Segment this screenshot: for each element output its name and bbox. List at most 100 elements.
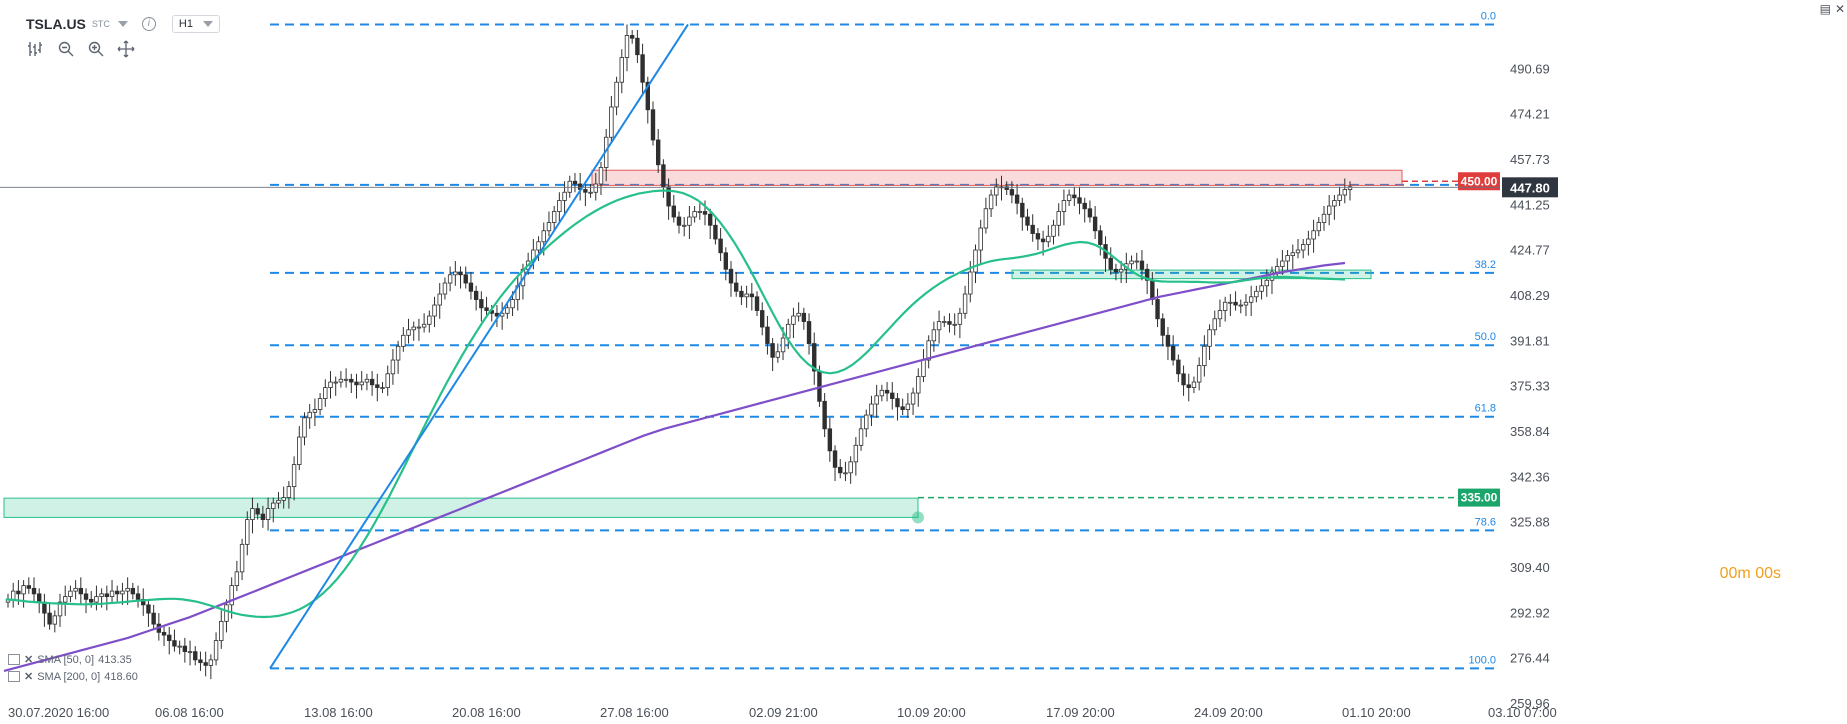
candle-body <box>99 593 104 598</box>
candle-body <box>1181 373 1186 386</box>
legend-label: SMA [200, 0] <box>37 670 101 683</box>
chart-header: TSLA.US STC i H1 <box>26 14 220 34</box>
candle-body <box>1290 252 1295 256</box>
time-tick: 13.08 16:00 <box>304 705 373 720</box>
close-icon[interactable]: ✕ <box>1834 2 1845 16</box>
price-mark-label: 450.00 <box>1461 174 1498 188</box>
candle-body <box>890 392 895 399</box>
candle-body <box>505 307 510 314</box>
legend-settings-icon[interactable] <box>8 654 20 665</box>
price-tick: 375.33 <box>1510 379 1550 394</box>
candle-body <box>239 543 245 573</box>
candle-body <box>369 378 375 386</box>
price-tick: 342.36 <box>1510 469 1550 484</box>
zoom-in-icon[interactable] <box>84 38 108 60</box>
candle-body <box>1243 301 1249 306</box>
candle-body <box>910 392 916 405</box>
close-icon[interactable]: ✕ <box>24 654 34 666</box>
time-tick: 02.09 21:00 <box>749 705 818 720</box>
crosshair-move-icon[interactable] <box>114 38 138 60</box>
candle-body <box>1306 238 1311 245</box>
fib-label: 61.8 <box>1475 403 1496 415</box>
candle-body <box>973 249 978 273</box>
candle-body <box>333 381 338 384</box>
time-tick: 03.10 07:00 <box>1488 705 1557 720</box>
candle-body <box>1129 260 1134 265</box>
candle-body <box>739 290 744 298</box>
candle-body <box>1280 260 1285 267</box>
candle-body <box>167 634 172 642</box>
candle-body <box>193 651 198 661</box>
candle-body <box>583 189 588 193</box>
candle-body <box>1118 268 1124 273</box>
price-tick: 424.77 <box>1510 243 1550 258</box>
candle-body <box>1056 211 1061 226</box>
candle-body <box>754 296 760 311</box>
candle-body <box>1113 268 1119 273</box>
candle-body <box>1025 216 1030 226</box>
candle-body <box>1035 233 1041 240</box>
candle-body <box>1212 318 1217 331</box>
candle-body <box>411 326 416 331</box>
timeframe-select[interactable]: H1 <box>171 15 220 33</box>
candle-body <box>63 596 68 603</box>
candle-body <box>1254 290 1259 298</box>
chevron-down-icon[interactable] <box>117 21 128 27</box>
candle-body <box>328 381 333 388</box>
chart-type-icon[interactable] <box>24 38 48 60</box>
candle-body <box>390 359 396 375</box>
candle-body <box>432 304 437 317</box>
candle-body <box>421 323 427 328</box>
candle-body <box>983 208 989 229</box>
candle-body <box>567 180 572 193</box>
zoom-out-icon[interactable] <box>54 38 78 60</box>
candle-body <box>250 508 255 520</box>
candle-body <box>1098 230 1103 245</box>
candle-body <box>229 585 234 606</box>
candle-body <box>1228 301 1233 304</box>
candle-body <box>936 321 942 331</box>
candle-body <box>1170 345 1176 361</box>
candle-body <box>697 211 703 213</box>
candle-body <box>468 282 474 292</box>
fib-label: 100.0 <box>1468 654 1496 666</box>
candle-body <box>1337 194 1342 201</box>
candle-body <box>172 640 177 647</box>
candle-body <box>1321 213 1327 223</box>
info-icon[interactable]: i <box>141 17 156 31</box>
candle-body <box>146 604 151 614</box>
candle-body <box>208 659 214 666</box>
candle-body <box>234 571 240 587</box>
candle-body <box>1222 301 1228 311</box>
symbol-label[interactable]: TSLA.US <box>26 16 86 32</box>
sma50-line <box>5 189 1346 619</box>
candle-body <box>276 499 281 504</box>
candle-body <box>354 381 359 386</box>
candle-body <box>104 593 110 598</box>
price-tick: 441.25 <box>1510 197 1550 212</box>
candle-body <box>916 376 921 394</box>
instrument-type-label: STC <box>91 19 110 29</box>
fib-label: 50.0 <box>1475 331 1496 343</box>
candle-body <box>1077 197 1082 204</box>
candle-body <box>375 384 380 388</box>
candle-body <box>1217 310 1223 320</box>
close-icon[interactable]: ✕ <box>24 671 34 683</box>
price-tick: 358.84 <box>1510 424 1550 439</box>
candle-body <box>385 373 390 388</box>
candle-body <box>26 585 32 589</box>
candle-body <box>338 378 344 383</box>
candle-body <box>307 411 312 419</box>
candle-body <box>83 593 89 600</box>
legend-sma50: ✕ SMA [50, 0] 413.35 <box>8 653 132 666</box>
minimize-icon[interactable]: ▤ <box>1819 2 1831 16</box>
legend-settings-icon[interactable] <box>8 671 20 682</box>
candle-body <box>458 271 463 276</box>
candle-body <box>1092 216 1098 232</box>
candle-body <box>557 200 562 212</box>
candle-body <box>1300 244 1306 251</box>
candle-body <box>921 359 926 377</box>
candle-body <box>1295 249 1301 254</box>
candle-body <box>78 587 84 595</box>
